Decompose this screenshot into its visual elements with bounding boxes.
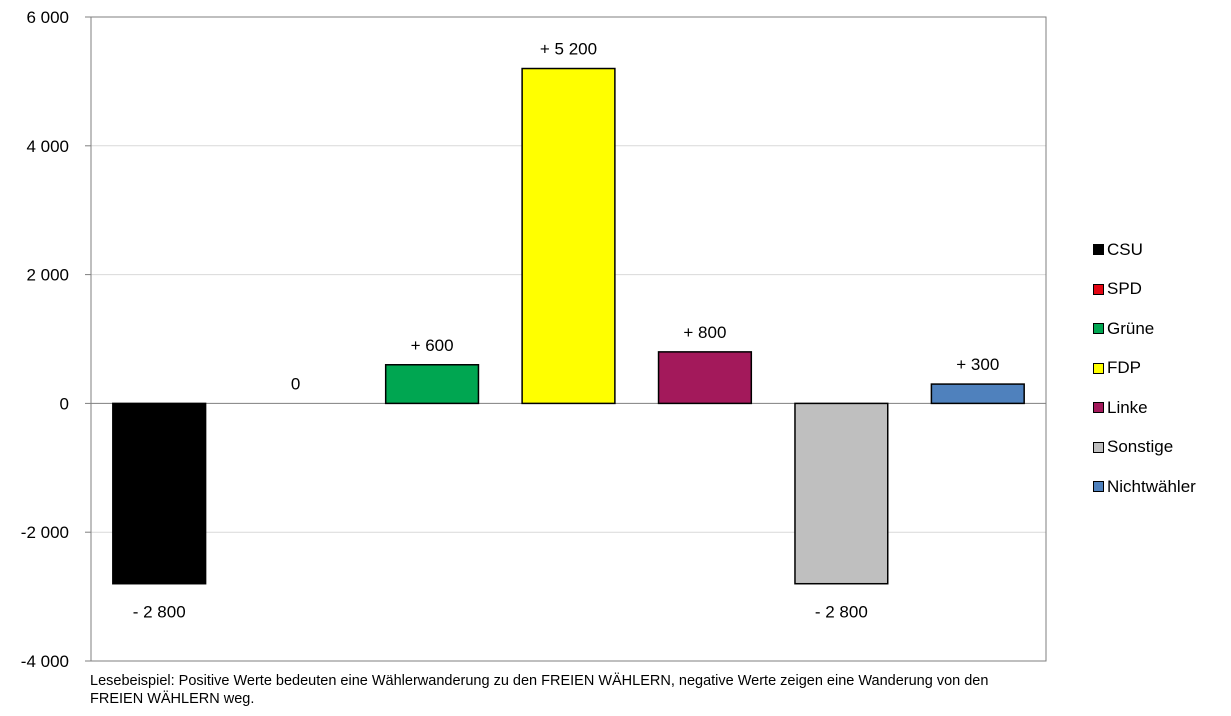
y-tick-label: 4 000 — [26, 137, 69, 156]
y-tick-label: 2 000 — [26, 266, 69, 285]
legend-item-nichtwähler: Nichtwähler — [1093, 467, 1196, 507]
bar-fdp — [521, 67, 616, 405]
bar-linke — [657, 351, 753, 405]
legend-item-spd: SPD — [1093, 270, 1196, 310]
footnote: Lesebeispiel: Positive Werte bedeuten ei… — [90, 673, 989, 707]
data-label-csu: - 2 800 — [133, 603, 186, 622]
legend-label: Linke — [1107, 397, 1148, 417]
bar-sonstige — [794, 402, 889, 585]
legend-item-sonstige: Sonstige — [1093, 428, 1196, 468]
legend-label: CSU — [1107, 239, 1143, 259]
y-tick-label: -4 000 — [21, 652, 69, 671]
legend-item-csu: CSU — [1093, 230, 1196, 270]
y-tick-label: 0 — [60, 394, 69, 413]
y-tick-label: 6 000 — [26, 8, 69, 27]
data-label-linke: + 800 — [683, 323, 726, 342]
legend-label: Sonstige — [1107, 437, 1174, 457]
bar-csu — [112, 402, 207, 585]
legend-label: SPD — [1107, 279, 1142, 299]
y-axis: -4 000 -2 000 0 2 000 4 000 6 000 — [21, 8, 91, 671]
y-tick-label: -2 000 — [21, 523, 69, 542]
legend-label: FDP — [1107, 358, 1141, 378]
data-labels: - 2 800 0 + 600 + 5 200 + 800 - 2 800 + 300 — [133, 40, 1000, 622]
legend-swatch — [1093, 362, 1104, 374]
data-label-grüne: + 600 — [411, 336, 454, 355]
data-label-sonstige: - 2 800 — [815, 603, 868, 622]
plot-frame — [90, 16, 1047, 662]
bar-grüne — [384, 364, 480, 405]
legend-swatch — [1093, 283, 1104, 295]
bar-nichtwähler — [930, 383, 1025, 405]
data-label-nichtwähler: + 300 — [956, 355, 999, 374]
legend-swatch — [1093, 481, 1104, 493]
data-label-spd: 0 — [291, 374, 300, 393]
legend-swatch — [1093, 244, 1104, 256]
data-label-fdp: + 5 200 — [540, 40, 597, 59]
legend-label: Grüne — [1107, 318, 1155, 338]
legend-label: Nichtwähler — [1107, 476, 1196, 496]
legend-swatch — [1093, 402, 1104, 414]
legend-item-fdp: FDP — [1093, 349, 1196, 389]
legend-item-grüne: Grüne — [1093, 309, 1196, 349]
legend-swatch — [1093, 441, 1104, 453]
bars — [112, 67, 1025, 585]
legend-swatch — [1093, 323, 1104, 335]
legend-item-linke: Linke — [1093, 388, 1196, 428]
legend: CSU SPD Grüne FDP Linke Sonstige Nichtwähler — [1093, 230, 1196, 507]
